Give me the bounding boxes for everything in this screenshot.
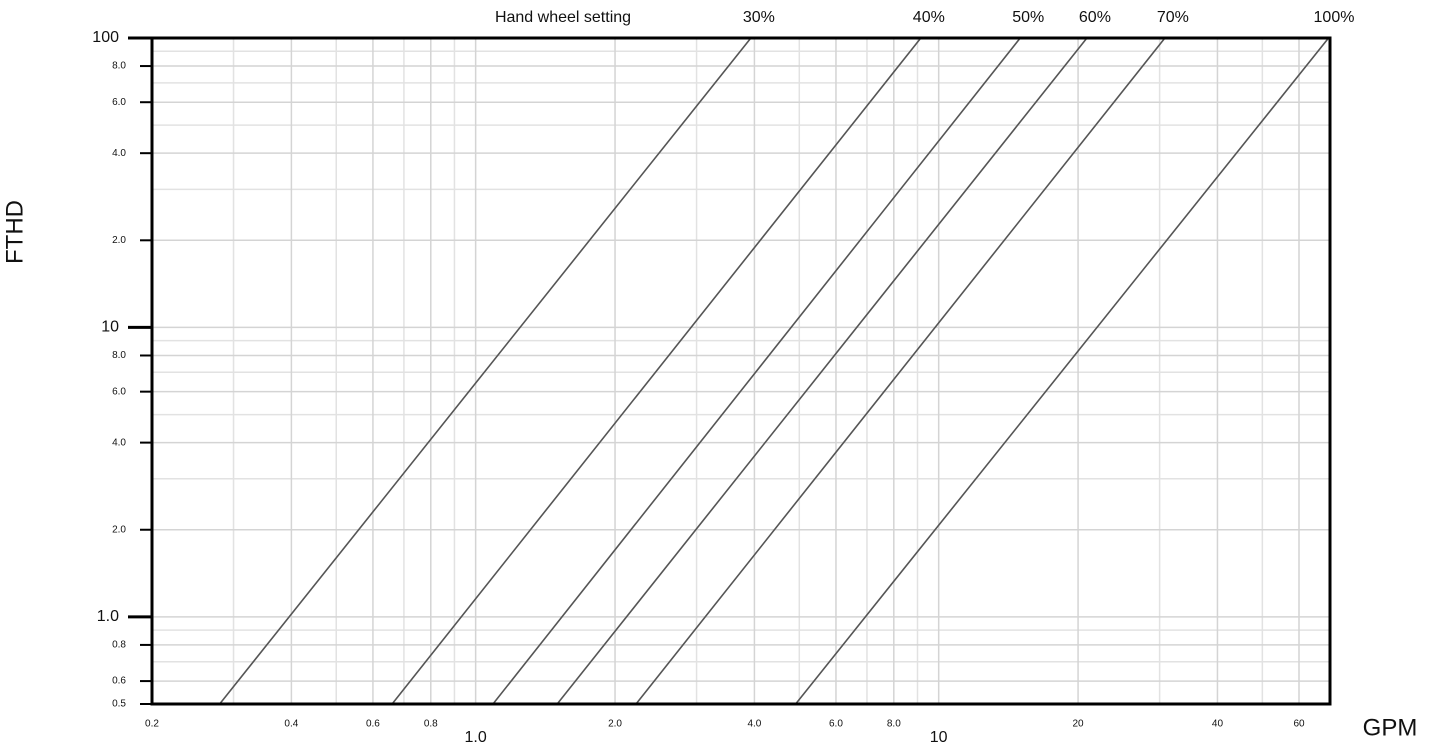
- y-tick-label: 4.0: [112, 437, 126, 448]
- y-tick-label: 8.0: [112, 350, 126, 361]
- x-tick-label: 20: [1073, 719, 1085, 730]
- x-tick-label: 0.8: [424, 719, 438, 730]
- y-tick-label: 0.5: [112, 699, 126, 710]
- line: [635, 37, 1166, 705]
- x-tick-label: 0.6: [366, 719, 380, 730]
- series-label: 70%: [1157, 9, 1189, 26]
- series-label: 40%: [913, 9, 945, 26]
- series-label: 60%: [1079, 9, 1111, 26]
- line: [391, 37, 922, 705]
- x-tick-label: 8.0: [887, 719, 901, 730]
- line: [556, 37, 1088, 705]
- x-tick-label: 40: [1212, 719, 1224, 730]
- line: [795, 37, 1330, 705]
- series-label: 100%: [1314, 9, 1355, 26]
- x-tick-label: 10: [930, 729, 948, 746]
- y-tick-label: 4.0: [112, 148, 126, 159]
- chart-title: Hand wheel setting: [495, 9, 631, 26]
- x-tick-label: 0.4: [284, 719, 298, 730]
- x-axis-label: GPM: [1363, 714, 1418, 741]
- x-tick-label: 2.0: [608, 719, 622, 730]
- y-tick-label: 2.0: [112, 524, 126, 535]
- y-tick-label: 0.8: [112, 640, 126, 651]
- y-tick-label: 6.0: [112, 97, 126, 108]
- x-tick-label: 1.0: [465, 729, 487, 746]
- x-tick-label: 6.0: [829, 719, 843, 730]
- y-axis-label: FTHD: [1, 200, 28, 264]
- series-label: 50%: [1012, 9, 1044, 26]
- line: [492, 37, 1021, 705]
- x-tick-label: 0.2: [145, 719, 159, 730]
- y-tick-label: 1.0: [97, 608, 119, 625]
- y-tick-label: 0.6: [112, 676, 126, 687]
- y-tick-label: 8.0: [112, 61, 126, 72]
- y-tick-label: 100: [92, 29, 119, 46]
- line: [219, 37, 752, 705]
- y-tick-label: 10: [101, 319, 119, 336]
- x-tick-label: 60: [1293, 719, 1305, 730]
- x-tick-label: 4.0: [747, 719, 761, 730]
- y-tick-label: 6.0: [112, 386, 126, 397]
- y-tick-label: 2.0: [112, 235, 126, 246]
- series-label: 30%: [743, 9, 775, 26]
- plot-frame: [150, 36, 1332, 706]
